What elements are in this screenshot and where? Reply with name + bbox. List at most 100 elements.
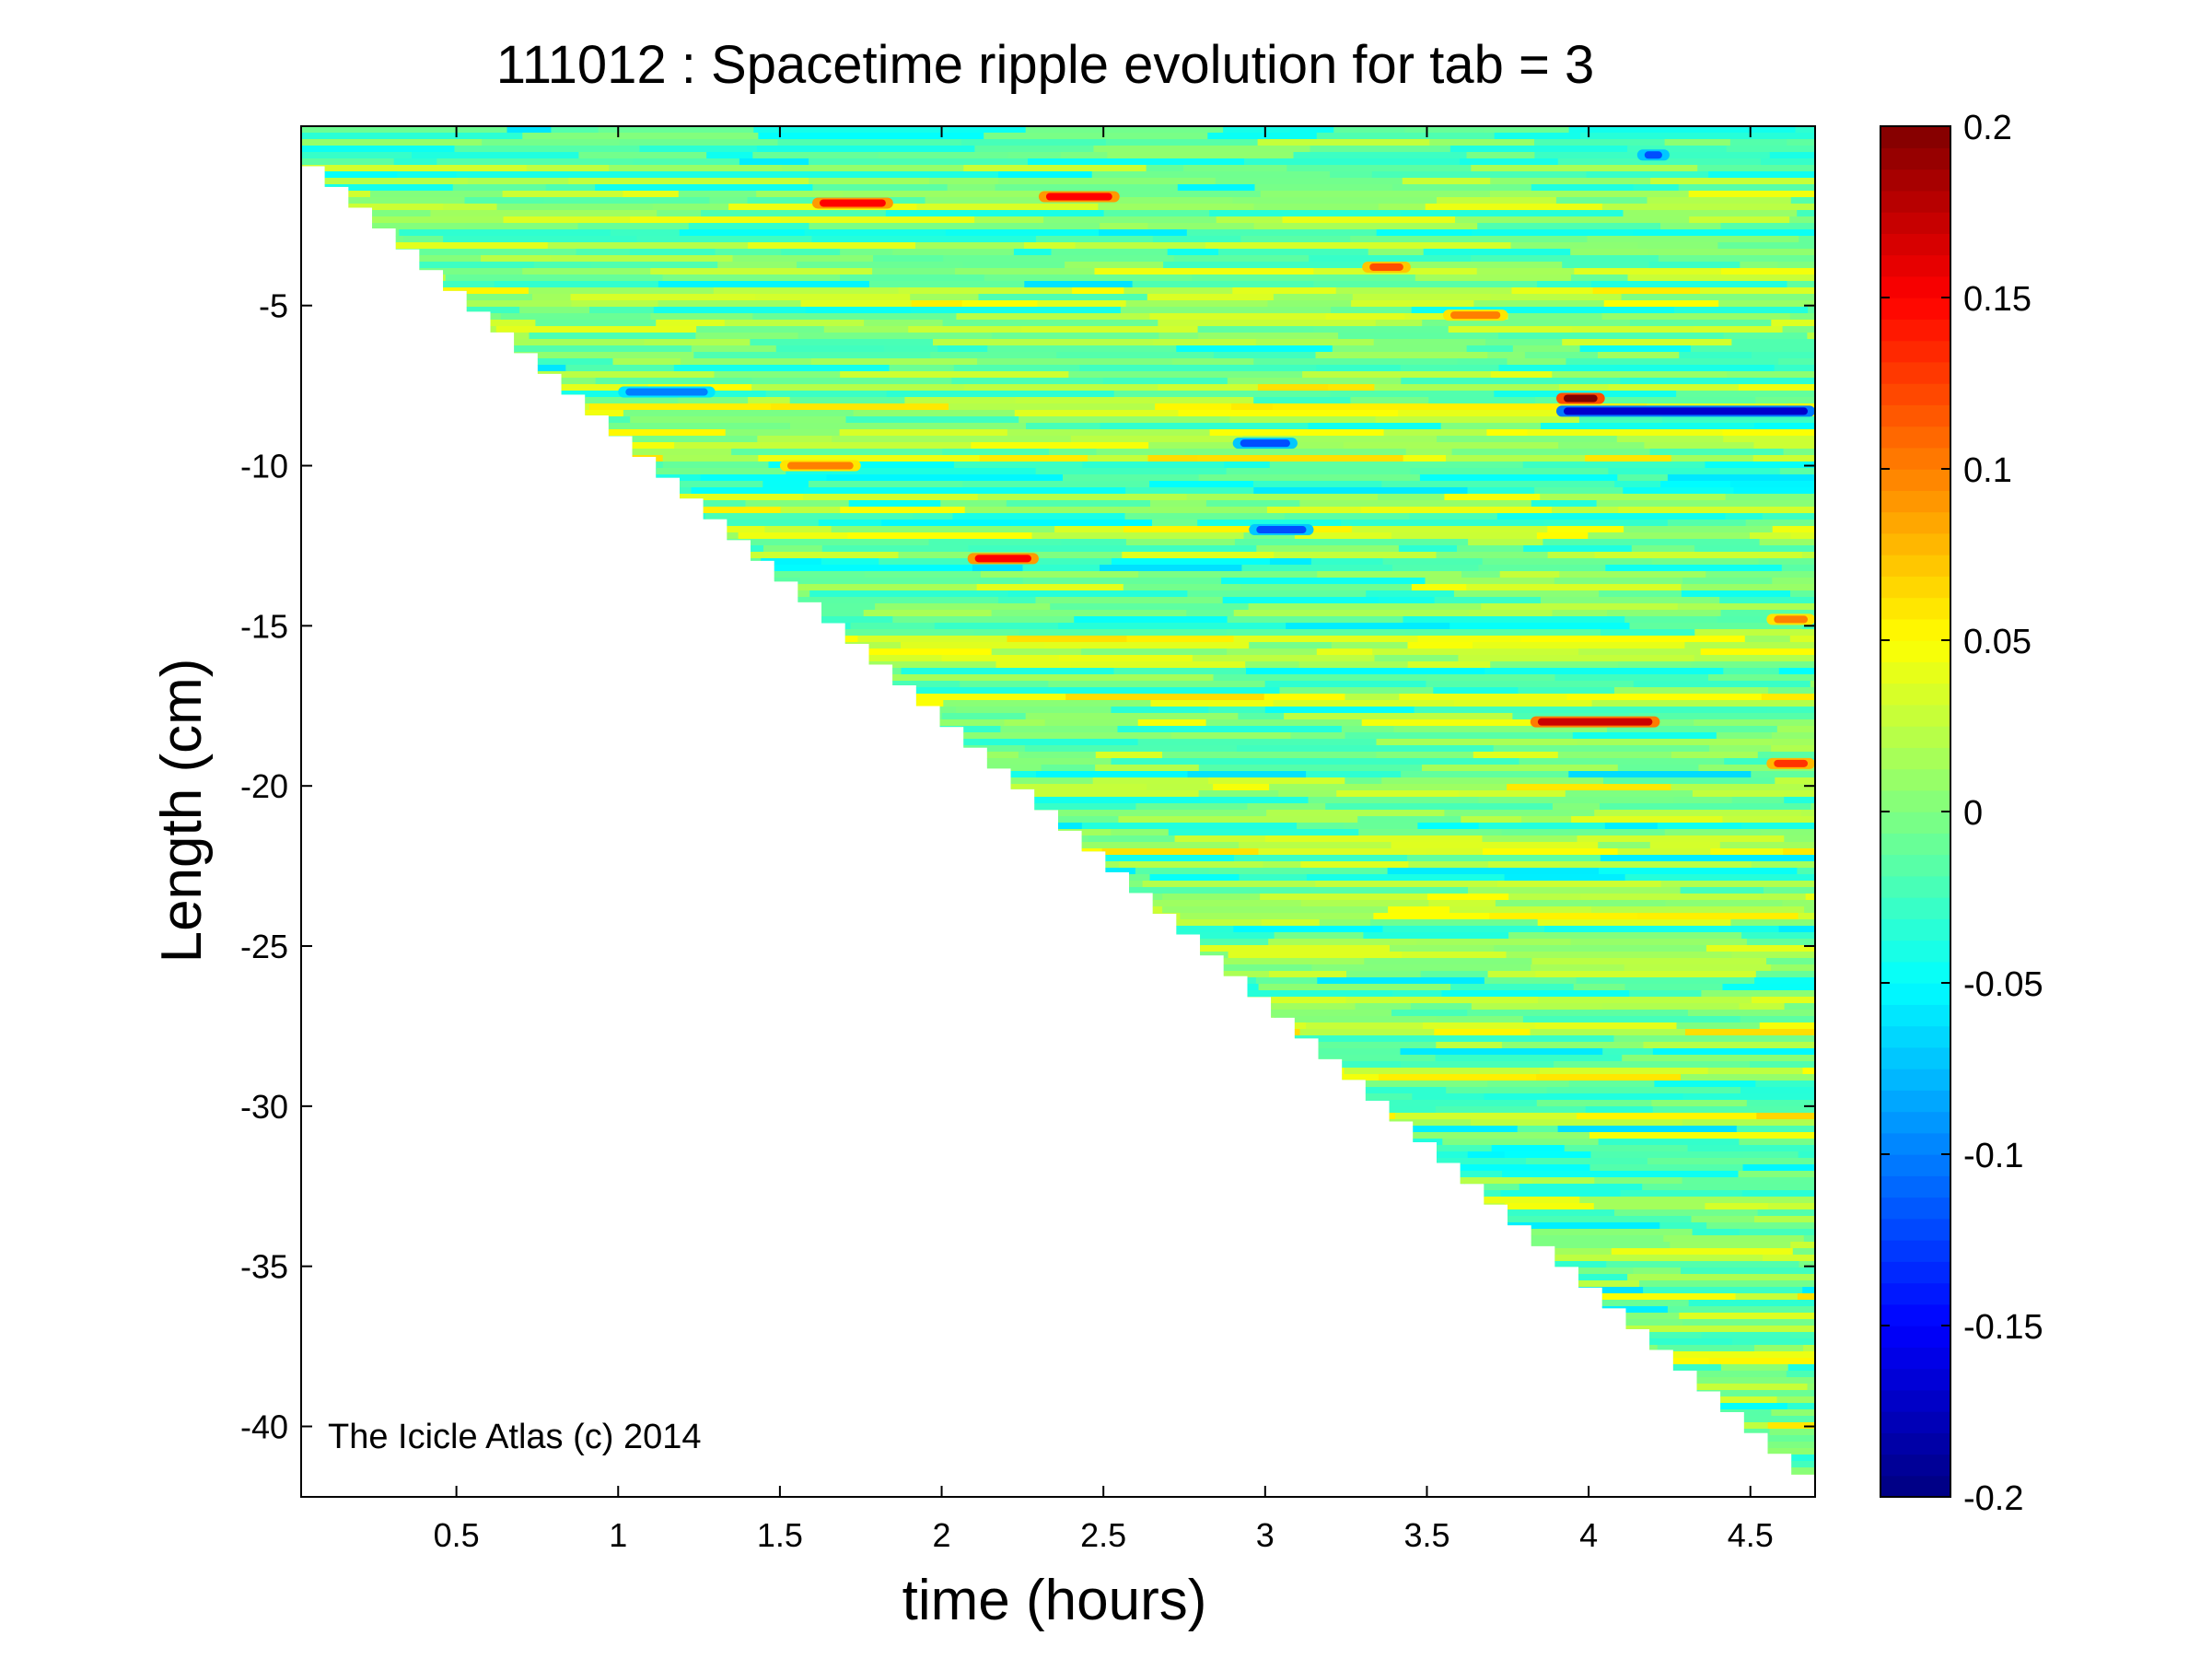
heatmap-cell [1050,603,1250,611]
heatmap-cell [631,1229,775,1236]
heatmap-cell [1508,894,1582,901]
heatmap-cell [976,1390,1022,1397]
heatmap-cell [1100,565,1243,572]
heatmap-cell [920,1293,1153,1301]
heatmap-cell [1540,423,1755,430]
heatmap-cell [1566,358,1780,366]
heatmap-cell [1458,655,1695,662]
heatmap-cell [560,1068,630,1075]
heatmap-cell [629,249,716,256]
heatmap-cell [849,1016,1037,1023]
heatmap-cell [781,739,924,746]
heatmap-cell [1130,1132,1357,1139]
heatmap-cell [555,629,761,637]
y-axis-ticks: -5-10-15-20-25-30-35-40 [240,287,1815,1446]
heatmap-cell [1426,1345,1659,1352]
heatmap-cell [809,158,1029,166]
heatmap-cell [1679,1313,1815,1320]
heatmap-cell [1051,249,1169,256]
heatmap-cell [1472,229,1635,237]
heatmap-cell [1520,636,1746,643]
heatmap-cell [1221,578,1426,585]
heatmap-cell [946,1396,1090,1404]
heatmap-cell [1466,345,1514,353]
heatmap-cell [369,1384,475,1391]
heatmap-cell [840,275,985,282]
heatmap-cell [1302,371,1492,379]
heatmap-cell [1473,1242,1671,1249]
heatmap-cell [301,210,432,217]
heatmap-cell [1598,842,1651,849]
heatmap-cell [1125,539,1236,546]
heatmap-cell [1274,552,1438,559]
heatmap-cell [481,255,553,263]
heatmap-cell [894,829,963,836]
heatmap-cell [763,481,809,488]
heatmap-cell [301,623,427,630]
heatmap-cell [1633,229,1815,237]
heatmap-cell [1376,752,1474,759]
heatmap-cell [1741,932,1815,940]
heatmap-cell [681,358,812,366]
heatmap-cell [1293,152,1468,159]
heatmap-cell [905,1280,970,1288]
heatmap-cell [1135,1139,1303,1146]
heatmap-cell [1239,842,1392,849]
heatmap-cell [786,1306,979,1314]
heatmap-cell [643,952,867,959]
heatmap-cell [1036,1048,1183,1056]
heatmap-cell [644,623,712,630]
heatmap-cell [1485,339,1564,346]
heatmap-cell [1375,1358,1613,1365]
heatmap-cell [905,932,1034,940]
heatmap-cell [703,1132,831,1139]
heatmap-cell [591,1081,640,1088]
colorbar-segment [1880,555,1950,577]
heatmap-cell [1027,1268,1240,1275]
heatmap-cell [976,584,1124,591]
colorbar-segment [1880,532,1950,555]
heatmap-cell [1009,1164,1201,1172]
heatmap-cell [1122,1409,1352,1417]
heatmap-cell [1708,674,1815,682]
heatmap-cell [1402,1287,1515,1294]
heatmap-cell [1647,197,1792,204]
heatmap-cell [1522,461,1706,469]
heatmap-cell [1639,1280,1815,1288]
heatmap-cell [1426,674,1556,682]
heatmap-cell [1766,958,1815,965]
heatmap-cell [815,1068,949,1075]
heatmap-cell [1213,784,1271,791]
heatmap-cell [1049,1261,1268,1268]
heatmap-cell [1514,1287,1644,1294]
heatmap-cell [301,687,413,695]
heatmap-cell [1797,210,1815,217]
heatmap-cell [1041,765,1097,772]
heatmap-cell [1485,1409,1584,1417]
heatmap-cell [995,184,1179,192]
heatmap-cell [1680,1326,1815,1333]
heatmap-cell [1155,945,1391,952]
heatmap-cell [745,500,850,508]
heatmap-cell [301,1093,518,1101]
heatmap-cell [1259,1306,1360,1314]
heatmap-cell [1531,500,1598,508]
heatmap-cell [780,507,842,514]
heatmap-cell [1005,1010,1177,1017]
heatmap-cell [1436,1016,1524,1023]
heatmap-cell [953,365,1081,372]
heatmap-cell [1554,1061,1752,1069]
heatmap-cell [1106,1326,1272,1333]
heatmap-cell [1573,984,1626,991]
heatmap-cell [666,1255,884,1262]
heatmap-cell [676,694,724,701]
heatmap-cell [455,449,506,456]
heatmap-cell [301,810,360,817]
plot-area-frame [300,125,1816,1498]
heatmap-cell [1019,1145,1063,1152]
heatmap-cell [1705,1203,1769,1210]
heatmap-cell [1285,1442,1418,1449]
heatmap-cell [1537,281,1592,288]
heatmap-cell [389,371,516,379]
heatmap-cell [988,1461,1166,1468]
